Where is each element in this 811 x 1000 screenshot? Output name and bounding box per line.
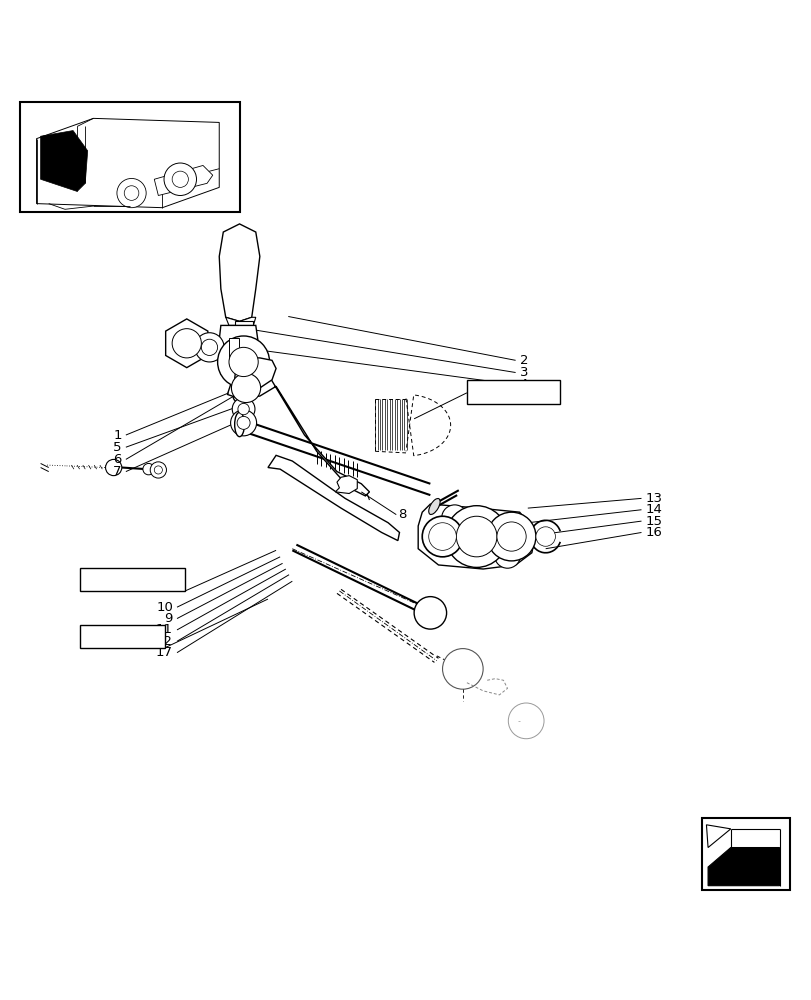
Circle shape <box>496 522 526 551</box>
Ellipse shape <box>234 412 244 437</box>
Circle shape <box>230 410 256 436</box>
Text: 1.82.8: 1.82.8 <box>495 386 531 399</box>
Circle shape <box>237 416 250 429</box>
Polygon shape <box>335 476 357 494</box>
Text: 17: 17 <box>156 646 173 659</box>
Text: 1.92.82: 1.92.82 <box>109 573 155 586</box>
Circle shape <box>105 459 122 476</box>
Text: 13: 13 <box>645 492 662 505</box>
Text: 15: 15 <box>645 515 662 528</box>
Circle shape <box>441 505 467 531</box>
Polygon shape <box>36 118 219 208</box>
Polygon shape <box>219 224 260 321</box>
Bar <box>79 568 185 591</box>
Circle shape <box>535 527 555 546</box>
Bar <box>20 102 239 212</box>
Circle shape <box>164 163 196 196</box>
Text: 6: 6 <box>114 453 122 466</box>
Circle shape <box>494 542 520 568</box>
Circle shape <box>428 523 456 550</box>
Text: 7: 7 <box>114 465 122 478</box>
Text: 4: 4 <box>519 378 527 391</box>
Polygon shape <box>418 504 535 569</box>
Text: 11: 11 <box>156 623 173 636</box>
Polygon shape <box>268 455 399 541</box>
Text: 10: 10 <box>156 601 173 614</box>
Circle shape <box>172 171 188 187</box>
Polygon shape <box>165 319 208 368</box>
Circle shape <box>445 506 507 567</box>
Circle shape <box>201 339 217 355</box>
Polygon shape <box>217 325 260 374</box>
Circle shape <box>414 597 446 629</box>
Text: 3: 3 <box>519 366 527 379</box>
Circle shape <box>231 373 260 403</box>
Text: 8: 8 <box>397 508 406 521</box>
Circle shape <box>150 462 166 478</box>
Polygon shape <box>707 848 779 886</box>
Circle shape <box>442 649 483 689</box>
Circle shape <box>232 398 255 420</box>
Circle shape <box>508 703 543 739</box>
Circle shape <box>195 333 224 362</box>
Polygon shape <box>41 131 88 191</box>
Text: 1: 1 <box>114 429 122 442</box>
Polygon shape <box>227 370 369 496</box>
Circle shape <box>217 336 269 388</box>
Bar <box>229 338 238 364</box>
Bar <box>79 625 165 648</box>
Circle shape <box>456 516 496 557</box>
Ellipse shape <box>428 498 440 514</box>
Text: 5: 5 <box>114 441 122 454</box>
Text: 14: 14 <box>645 503 662 516</box>
Circle shape <box>154 466 162 474</box>
Polygon shape <box>154 165 212 196</box>
Text: 16: 16 <box>645 526 662 539</box>
Bar <box>702 818 789 890</box>
Circle shape <box>117 178 146 208</box>
Circle shape <box>124 186 139 200</box>
Polygon shape <box>234 358 276 388</box>
Circle shape <box>172 329 201 358</box>
Text: 9: 9 <box>165 612 173 625</box>
Text: 2: 2 <box>519 354 527 367</box>
Text: 12: 12 <box>156 635 173 648</box>
Polygon shape <box>225 317 255 325</box>
Bar <box>234 321 252 350</box>
Circle shape <box>143 463 154 475</box>
Circle shape <box>422 516 462 557</box>
Circle shape <box>487 512 535 561</box>
Circle shape <box>229 347 258 377</box>
Bar <box>466 380 560 404</box>
Circle shape <box>238 403 249 415</box>
Text: PAG. 5: PAG. 5 <box>103 630 141 643</box>
Polygon shape <box>706 825 730 848</box>
